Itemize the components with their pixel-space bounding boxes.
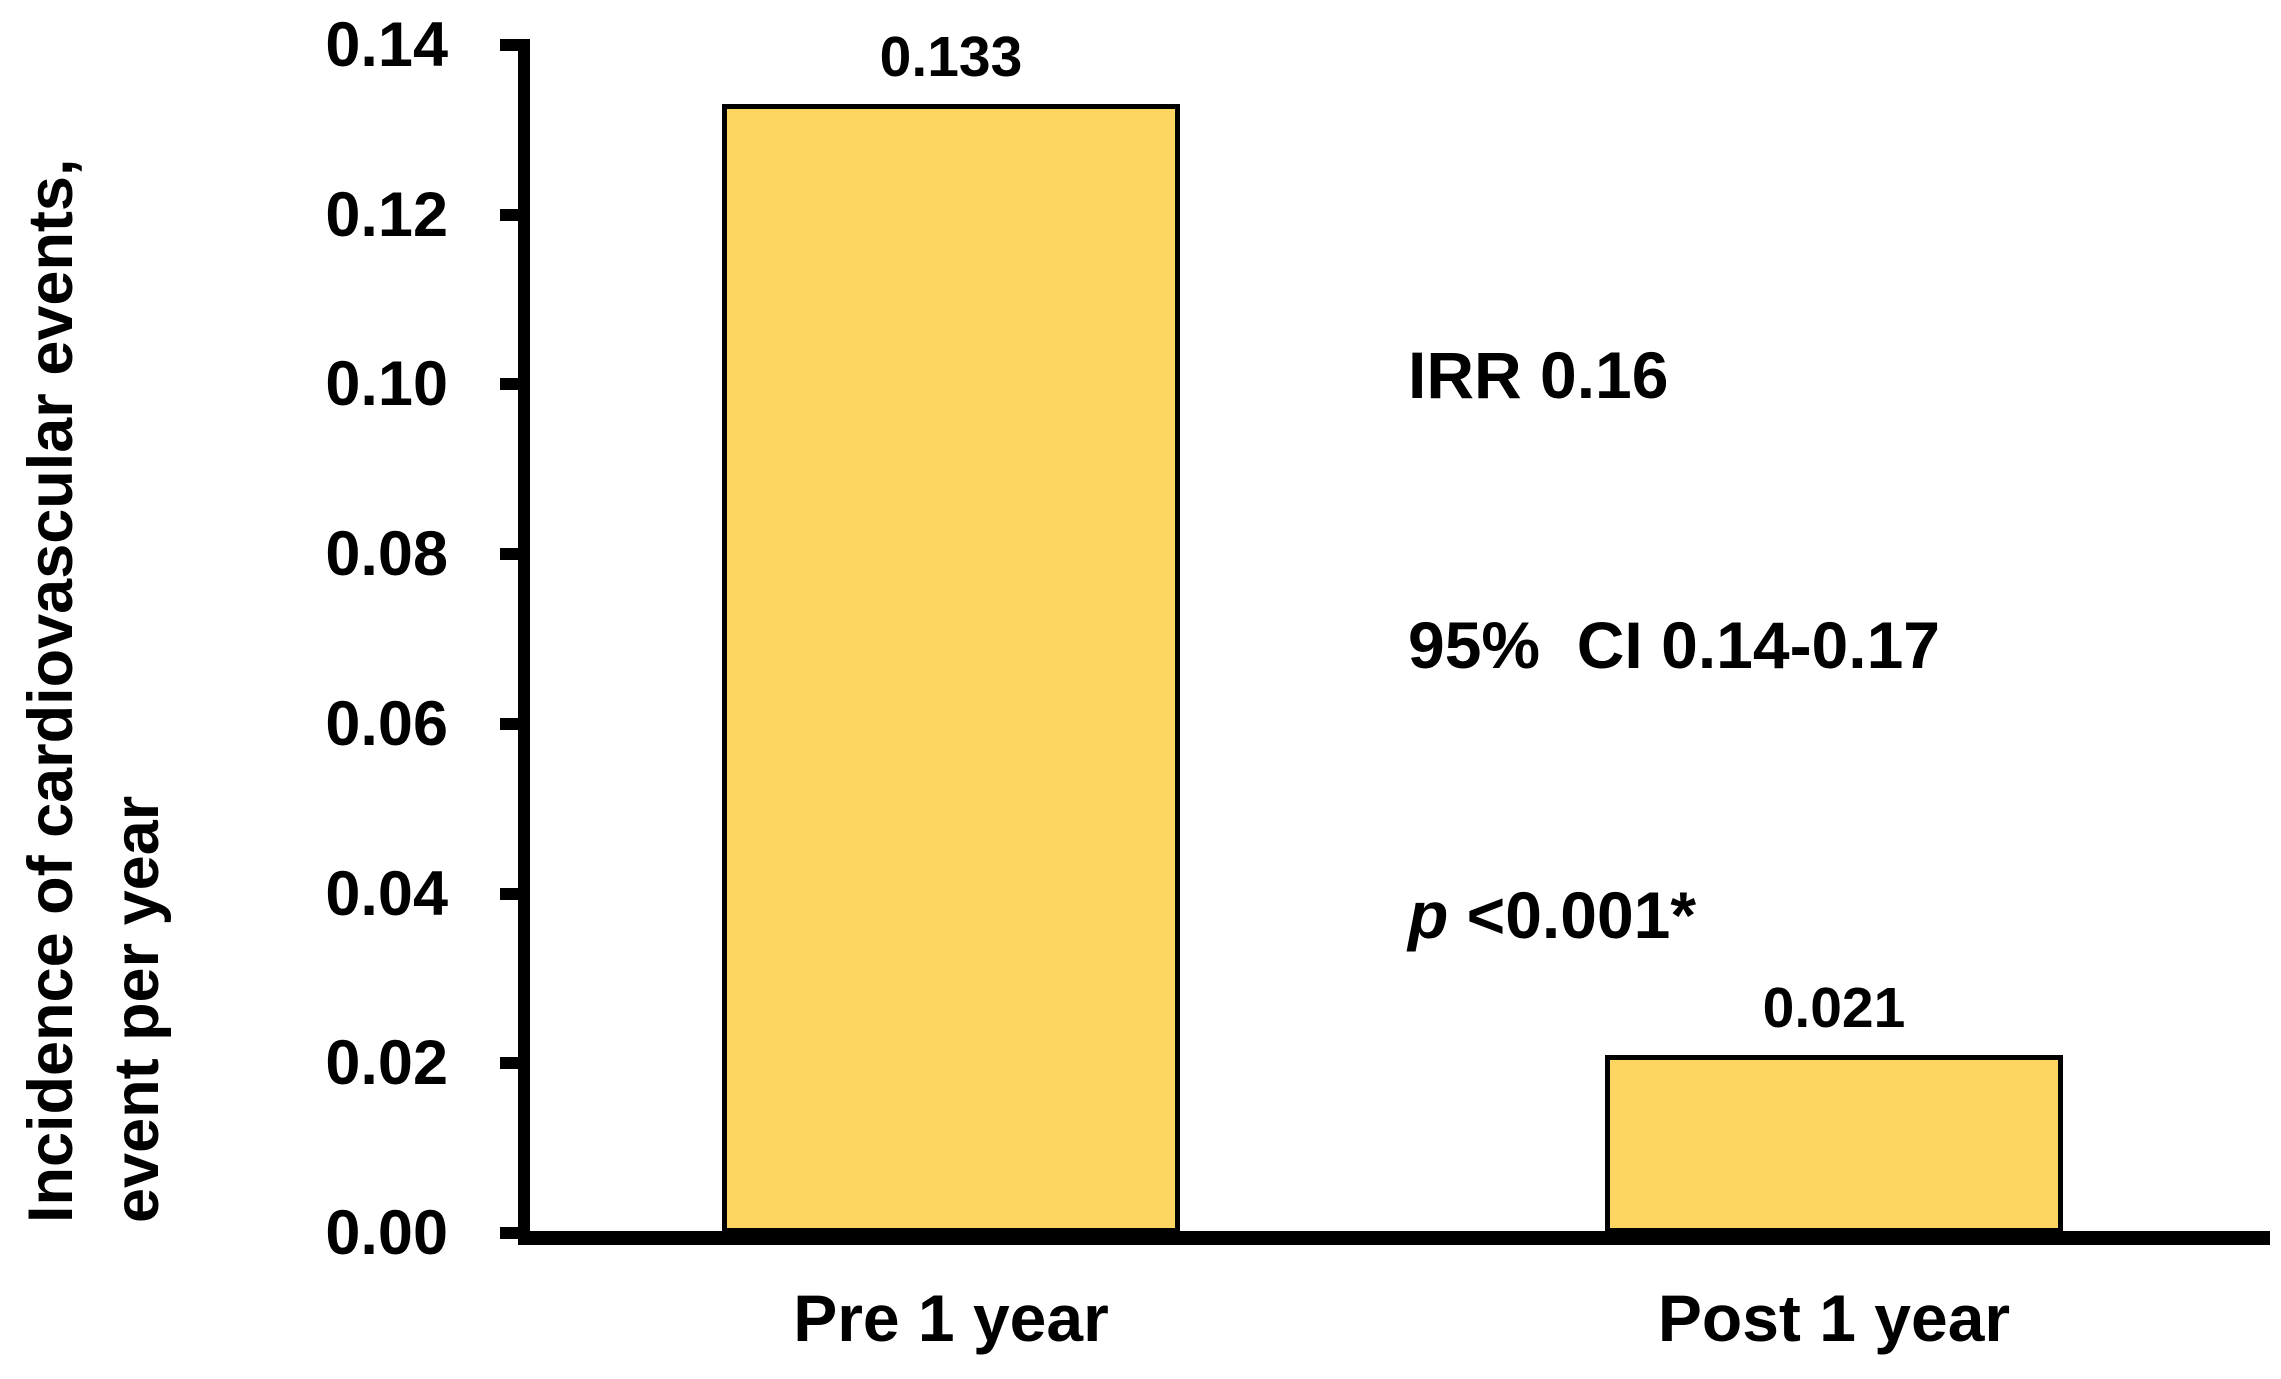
y-tick-label: 0.12 [325, 180, 448, 250]
y-tick-label: 0.00 [325, 1198, 448, 1268]
bar-value-label: 0.133 [879, 25, 1023, 89]
y-axis-line [518, 39, 530, 1241]
bar-pre-1-year [722, 104, 1180, 1233]
annotation-p-rest: <0.001* [1448, 878, 1697, 952]
annotation-ci: 95% CI 0.14-0.17 [1408, 608, 1940, 682]
x-category-label-post-1-year: Post 1 year [1657, 1281, 2011, 1355]
bar-post-1-year [1605, 1055, 2063, 1233]
y-axis-title-line2: event per year [102, 795, 172, 1223]
y-axis-title: Incidence of cardiovascular events, even… [8, 1, 180, 1223]
annotation-irr: IRR 0.16 [1408, 338, 1669, 412]
y-tick-label: 0.08 [325, 519, 448, 589]
y-tick-label: 0.10 [325, 349, 448, 419]
bar-value-label: 0.021 [1762, 976, 1906, 1040]
x-category-label-pre-1-year: Pre 1 year [793, 1281, 1109, 1355]
stats-annotation: IRR 0.16 95% CI 0.14-0.17 p <0.001* [1408, 150, 1940, 1140]
annotation-pvalue: p <0.001* [1408, 870, 1940, 960]
y-tick-label: 0.14 [325, 10, 448, 80]
annotation-p-symbol: p [1408, 878, 1449, 952]
y-tick-label: 0.02 [325, 1028, 448, 1098]
y-tick-label: 0.06 [325, 689, 448, 759]
y-axis-title-line1: Incidence of cardiovascular events, [16, 158, 86, 1223]
y-tick-label: 0.04 [325, 859, 448, 929]
x-axis-line [518, 1231, 2270, 1245]
